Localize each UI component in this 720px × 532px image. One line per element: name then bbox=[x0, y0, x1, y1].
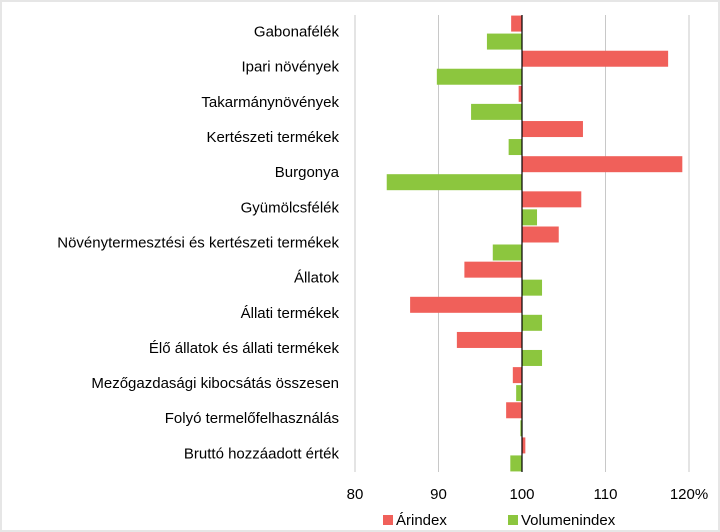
legend-swatch bbox=[508, 515, 518, 525]
bar bbox=[522, 314, 543, 331]
bar bbox=[486, 33, 522, 50]
bar bbox=[471, 103, 522, 120]
bar bbox=[522, 209, 538, 226]
y-tick-label: Növénytermesztési és kertészeti termékek bbox=[57, 234, 339, 251]
bar bbox=[511, 15, 522, 32]
bar bbox=[522, 279, 543, 296]
bar bbox=[506, 402, 522, 419]
bar bbox=[456, 331, 522, 348]
bar bbox=[510, 455, 522, 472]
bar bbox=[436, 68, 522, 85]
x-tick-label: 90 bbox=[430, 486, 447, 503]
y-tick-label: Takarmánynövények bbox=[201, 94, 339, 111]
y-tick-label: Gabonafélék bbox=[254, 24, 340, 41]
legend-label: Árindex bbox=[396, 512, 447, 529]
bar bbox=[492, 244, 522, 261]
bar bbox=[522, 50, 669, 67]
y-tick-label: Élő állatok és állati termékek bbox=[149, 340, 340, 357]
bar bbox=[522, 437, 526, 454]
bar bbox=[386, 174, 522, 191]
bar bbox=[520, 420, 522, 437]
x-tick-label: 80 bbox=[347, 486, 364, 503]
legend-swatch bbox=[383, 515, 393, 525]
y-tick-label: Mezőgazdasági kibocsátás összesen bbox=[91, 375, 339, 392]
y-tick-label: Bruttó hozzáadott érték bbox=[184, 445, 340, 462]
bar bbox=[508, 139, 522, 156]
legend-label: Volumenindex bbox=[521, 512, 616, 529]
bar bbox=[516, 385, 522, 402]
bar bbox=[518, 85, 522, 102]
y-tick-label: Gyümölcsfélék bbox=[241, 199, 340, 216]
y-tick-label: Állati termékek bbox=[241, 305, 340, 322]
bar bbox=[522, 226, 559, 243]
x-tick-label: 110 bbox=[594, 486, 618, 503]
bar bbox=[522, 191, 582, 208]
y-tick-label: Ipari növények bbox=[241, 59, 339, 76]
bar bbox=[522, 349, 543, 366]
y-tick-label: Burgonya bbox=[275, 164, 340, 181]
y-tick-label: Kertészeti termékek bbox=[206, 129, 339, 146]
bar bbox=[522, 121, 583, 138]
x-tick-label: 120% bbox=[670, 486, 708, 503]
x-tick-label: 100 bbox=[509, 486, 534, 503]
bar bbox=[464, 261, 522, 278]
y-tick-label: Állatok bbox=[294, 270, 340, 287]
bar bbox=[410, 296, 522, 313]
bar bbox=[512, 367, 522, 384]
y-tick-label: Folyó termelőfelhasználás bbox=[165, 410, 339, 427]
bar bbox=[522, 156, 683, 173]
